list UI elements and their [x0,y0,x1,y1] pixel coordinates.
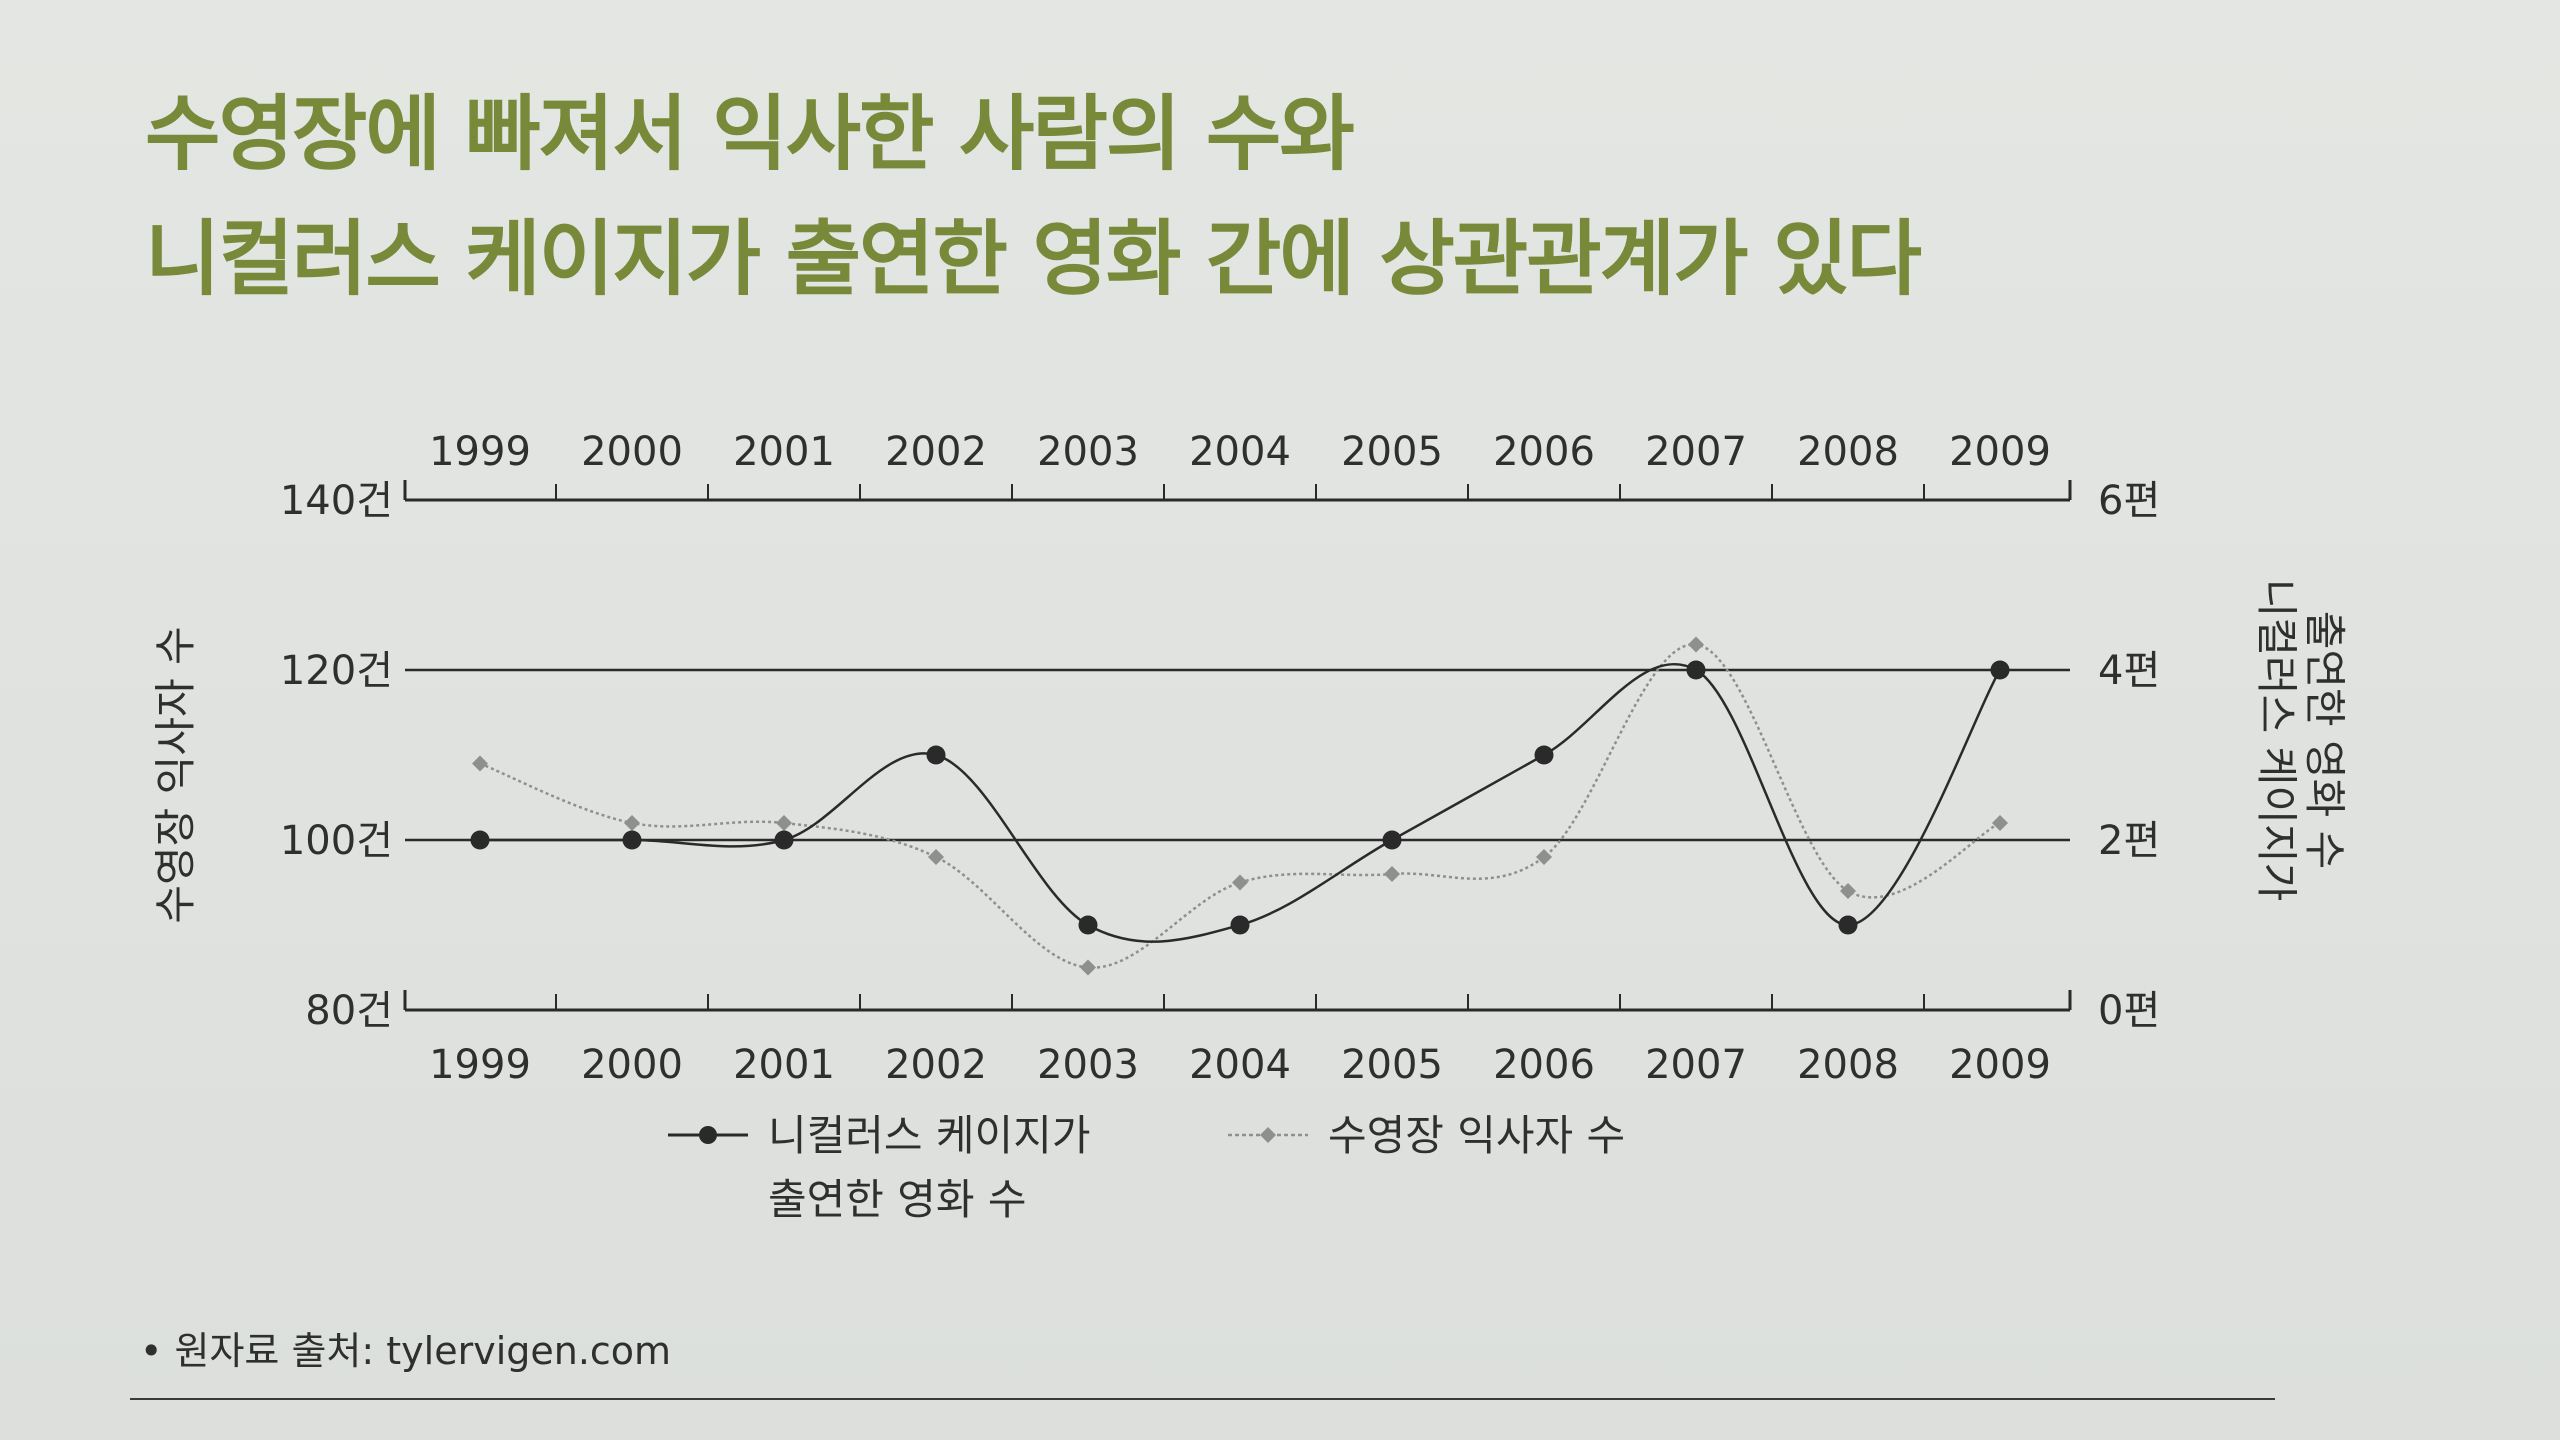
drowning-series-point [1536,849,1552,865]
cage-series-point [1382,830,1402,850]
drowning-series-point [1232,874,1248,891]
cage-series-point [470,830,490,850]
x-tick-label-top: 2005 [1341,429,1443,475]
legend-drowning-marker [1260,1127,1276,1143]
chart-frame [403,480,2072,1012]
y-left-tick-label: 140건 [280,478,393,524]
y-right-axis-title-line: 출연한 영화 수 [2300,611,2349,870]
x-tick-label-bottom: 2003 [1037,1042,1139,1088]
x-tick-label-top: 2002 [885,429,987,475]
x-tick-label-top: 2001 [733,429,835,475]
source-note: • 원자료 출처: tylervigen.com [140,1329,672,1373]
cage-series-line [479,662,2002,943]
cage-series-point [1838,915,1858,935]
cage-series-point [622,830,642,850]
cage-series-point [1686,660,1706,680]
y-right-tick-label: 0편 [2098,988,2160,1034]
chart-title: 수영장에 빠져서 익사한 사람의 수와 니컬러스 케이지가 출연한 영화 간에 … [145,72,1922,322]
cage-series-point [926,745,946,765]
legend-cage-label: 니컬러스 케이지가 [768,1111,1090,1160]
x-tick-label-bottom: 2008 [1797,1042,1899,1088]
y-right-tick-label: 6편 [2098,478,2160,524]
x-tick-label-bottom: 2001 [733,1042,835,1088]
x-tick-label-top: 1999 [429,429,531,475]
axis-labels: 1999 1999 2000 2000 2001 2001 2002 2002 2003 2003… [151,429,2349,1088]
y-left-axis-title: 수영장 익사자 수 [151,626,200,923]
gridlines [405,668,2070,842]
x-tick-label-bottom: 2007 [1645,1042,1747,1088]
drowning-series-point [1688,636,1704,653]
title-line-1: 수영장에 빠져서 익사한 사람의 수와 [145,87,1355,182]
y-left-tick-label: 100건 [280,818,393,864]
y-right-tick-label: 4편 [2098,648,2160,694]
x-tick-label-top: 2003 [1037,429,1139,475]
x-tick-label-top: 2009 [1949,429,2051,475]
y-right-axis-title-line: 니컬러스 케이지가 [2252,579,2301,901]
drowning-series-point [624,815,640,831]
drowning-series-point [1992,815,2008,831]
cage-series-point [1534,745,1554,765]
x-tick-label-bottom: 2005 [1341,1042,1443,1088]
cage-series-point [1990,660,2010,680]
cage-series-point [1230,915,1250,935]
drowning-series-point [1384,866,1400,882]
x-tick-label-top: 2000 [581,429,683,475]
drowning-series-point [776,815,792,831]
x-tick-label-top: 2007 [1645,429,1747,475]
x-tick-label-bottom: 1999 [429,1042,531,1088]
legend-cage-marker [699,1126,717,1144]
x-tick-label-bottom: 2000 [581,1042,683,1088]
series-layer [470,636,2010,976]
legend-drowning-label: 수영장 익사자 수 [1328,1111,1625,1160]
y-right-tick-label: 2편 [2098,818,2160,864]
x-tick-label-top: 2006 [1493,429,1595,475]
y-left-tick-label: 120건 [280,648,393,694]
x-tick-label-bottom: 2002 [885,1042,987,1088]
drowning-series-line [479,643,2001,969]
cage-series-point [1078,915,1098,935]
drowning-series-point [1080,959,1096,976]
drowning-series-point [472,755,488,772]
x-tick-label-top: 2008 [1797,429,1899,475]
legend-cage-label: 출연한 영화 수 [768,1175,1027,1224]
x-tick-label-bottom: 2009 [1949,1042,2051,1088]
x-tick-label-bottom: 2004 [1189,1042,1291,1088]
y-left-tick-label: 80건 [305,988,393,1034]
drowning-series-point [1840,883,1856,899]
drowning-series-point [928,849,944,865]
bottom-divider [130,1398,2275,1400]
title-line-2: 니컬러스 케이지가 출연한 영화 간에 상관관계가 있다 [145,212,1922,307]
cage-series-point [774,830,794,850]
x-tick-label-top: 2004 [1189,429,1291,475]
x-tick-label-bottom: 2006 [1493,1042,1595,1088]
